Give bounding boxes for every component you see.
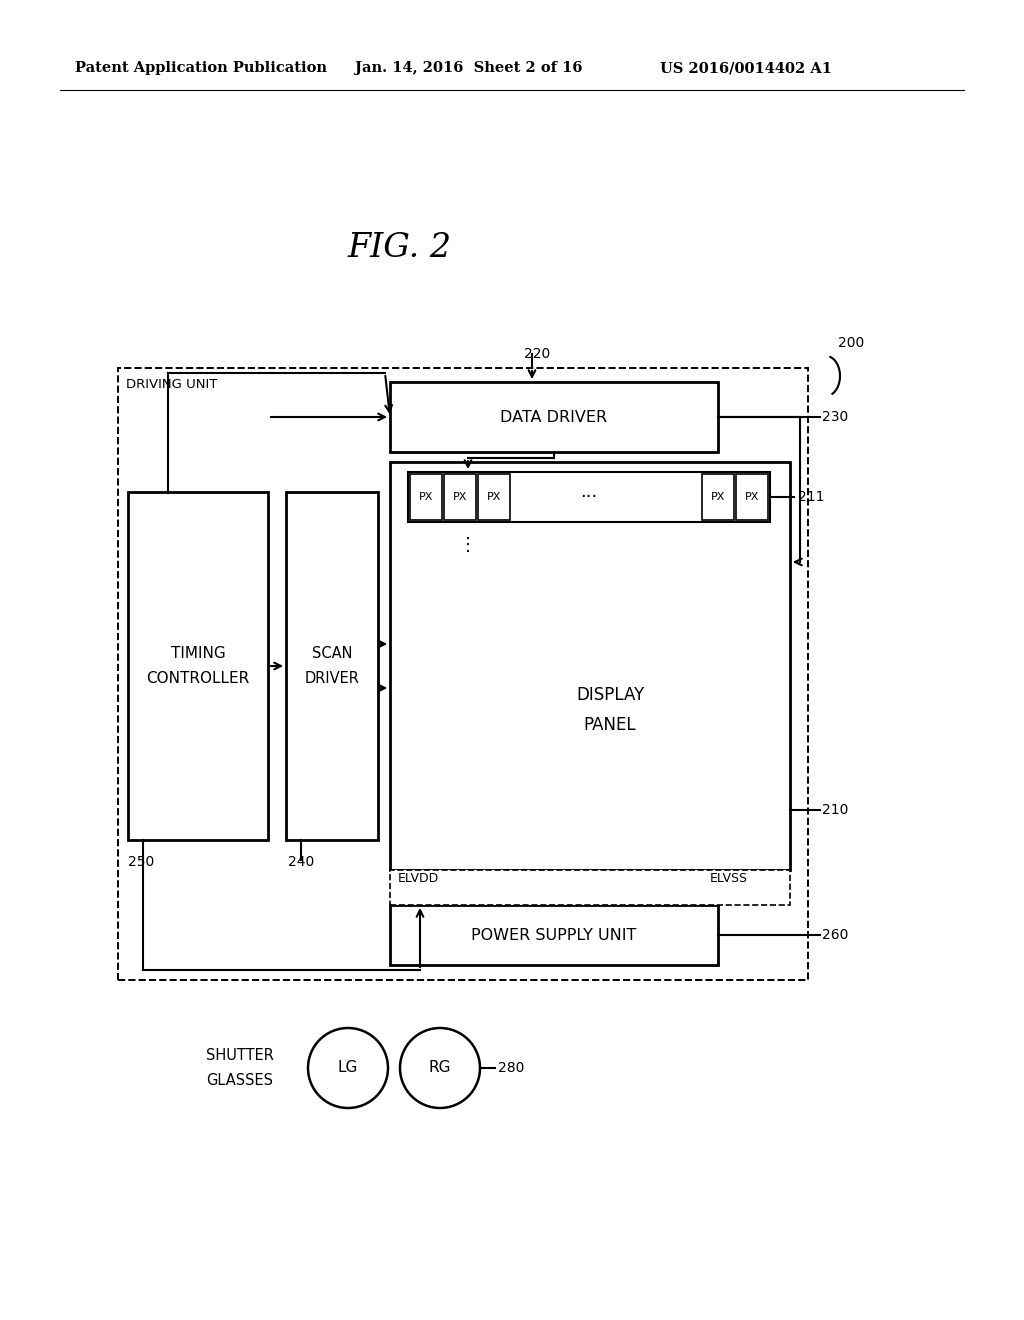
Text: ELVSS: ELVSS <box>710 873 748 884</box>
Bar <box>390 381 718 451</box>
Text: FIG. 2: FIG. 2 <box>348 232 452 264</box>
Bar <box>390 870 790 906</box>
Bar <box>702 474 734 520</box>
Bar <box>118 368 808 979</box>
Text: DRIVING UNIT: DRIVING UNIT <box>126 378 217 391</box>
Text: LG: LG <box>338 1060 358 1076</box>
Text: PX: PX <box>744 492 759 502</box>
Text: 240: 240 <box>288 855 314 869</box>
Text: 220: 220 <box>524 347 550 360</box>
Text: PX: PX <box>486 492 501 502</box>
Text: 200: 200 <box>838 337 864 350</box>
Bar <box>128 492 268 840</box>
Text: ···: ··· <box>581 488 598 506</box>
Text: US 2016/0014402 A1: US 2016/0014402 A1 <box>660 61 831 75</box>
Bar <box>444 474 476 520</box>
Text: ⋮: ⋮ <box>459 536 477 554</box>
Text: DATA DRIVER: DATA DRIVER <box>501 409 607 425</box>
Text: Patent Application Publication: Patent Application Publication <box>75 61 327 75</box>
Text: DISPLAY
PANEL: DISPLAY PANEL <box>575 686 644 734</box>
Text: RG: RG <box>429 1060 452 1076</box>
Bar <box>736 474 768 520</box>
Text: 260: 260 <box>822 928 848 942</box>
Bar <box>478 474 510 520</box>
Bar <box>410 474 442 520</box>
Text: POWER SUPPLY UNIT: POWER SUPPLY UNIT <box>471 928 637 942</box>
Bar <box>390 906 718 965</box>
Text: ELVDD: ELVDD <box>398 873 439 884</box>
Text: PX: PX <box>711 492 725 502</box>
Text: 210: 210 <box>822 803 848 817</box>
Text: 280: 280 <box>498 1061 524 1074</box>
Bar <box>408 473 770 521</box>
Bar <box>390 462 790 870</box>
Text: PX: PX <box>419 492 433 502</box>
Bar <box>286 492 378 840</box>
Text: Jan. 14, 2016  Sheet 2 of 16: Jan. 14, 2016 Sheet 2 of 16 <box>355 61 583 75</box>
Text: SCAN
DRIVER: SCAN DRIVER <box>304 647 359 686</box>
Text: 230: 230 <box>822 411 848 424</box>
Text: SHUTTER
GLASSES: SHUTTER GLASSES <box>206 1048 274 1088</box>
Text: TIMING
CONTROLLER: TIMING CONTROLLER <box>146 647 250 686</box>
Text: PX: PX <box>453 492 467 502</box>
Text: 250: 250 <box>128 855 155 869</box>
Text: 211: 211 <box>798 490 824 504</box>
